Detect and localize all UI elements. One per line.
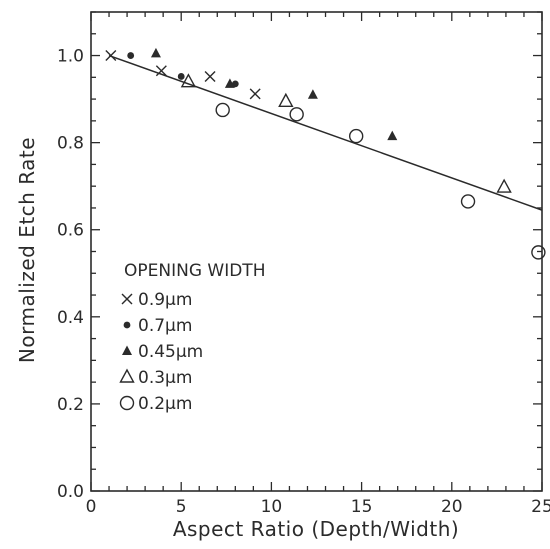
axis-ticks <box>90 11 543 492</box>
marker-stroke <box>105 50 117 62</box>
data-point-s1-p0 <box>127 52 135 59</box>
data-point-s2-p0 <box>150 47 161 58</box>
y-tick-labels: 0.0 0.2 0.4 0.6 0.8 1.0 <box>57 47 84 502</box>
data-point-s1-p1 <box>177 73 185 80</box>
data-point-s3-p0 <box>180 73 197 88</box>
fit-line <box>108 54 543 211</box>
data-point-s0-p3 <box>249 88 261 100</box>
x-tick-label: 25 <box>531 497 550 517</box>
legend-marker-3 <box>119 368 135 383</box>
data-point-s3-p1 <box>278 92 294 107</box>
legend-label-0-7um: 0.7μm <box>138 316 192 336</box>
y-tick-label: 0.0 <box>57 482 84 502</box>
legend-marker-1 <box>123 321 131 329</box>
data-point-s2-p2 <box>307 89 318 99</box>
legend-marker-2 <box>122 345 132 355</box>
x-tick-labels: 0 5 10 15 20 25 <box>86 497 550 517</box>
y-tick-label: 0.6 <box>57 221 84 241</box>
x-tick-label: 0 <box>86 497 97 517</box>
data-point-s0-p2 <box>204 70 216 82</box>
data-point-s0-p1 <box>155 65 167 77</box>
legend-label-0-9um: 0.9μm <box>138 290 192 310</box>
x-axis-label: Aspect Ratio (Depth/Width) <box>173 517 459 541</box>
legend-title: OPENING WIDTH <box>124 261 265 281</box>
data-point-s4-p1 <box>289 107 304 122</box>
marker-stroke <box>155 65 167 77</box>
marker-stroke <box>121 293 133 305</box>
legend-marker-4 <box>119 395 135 411</box>
data-point-s2-p3 <box>387 130 398 141</box>
x-tick-label: 15 <box>351 497 373 517</box>
data-point-s4-p2 <box>348 128 364 144</box>
data-point-s4-p4 <box>531 245 546 260</box>
legend-label-0-2um: 0.2μm <box>138 394 192 414</box>
plot-frame <box>90 11 543 492</box>
legend: OPENING WIDTH 0.9μm 0.7μm 0.45μm 0.3μm 0… <box>119 261 265 414</box>
legend-label-0-45um: 0.45μm <box>138 342 203 362</box>
data-point-s4-p3 <box>460 194 476 209</box>
y-tick-label: 0.4 <box>57 308 84 328</box>
y-axis-label: Normalized Etch Rate <box>15 137 39 363</box>
legend-label-0-3um: 0.3μm <box>138 368 192 388</box>
fit-line-group <box>108 54 543 211</box>
x-tick-label: 20 <box>441 497 463 517</box>
y-tick-label: 1.0 <box>57 47 84 67</box>
data-markers <box>105 47 546 260</box>
data-point-s2-p1 <box>224 78 235 88</box>
legend-marker-0 <box>121 293 133 305</box>
legend-markers <box>119 293 135 411</box>
marker-stroke <box>204 70 216 82</box>
marker-stroke <box>249 88 261 100</box>
data-point-s3-p2 <box>496 178 512 193</box>
y-tick-label: 0.2 <box>57 395 84 415</box>
y-tick-label: 0.8 <box>57 134 84 154</box>
x-tick-label: 10 <box>261 497 283 517</box>
data-point-s4-p0 <box>215 102 230 118</box>
x-tick-label: 5 <box>176 497 187 517</box>
data-point-s0-p0 <box>105 50 117 62</box>
